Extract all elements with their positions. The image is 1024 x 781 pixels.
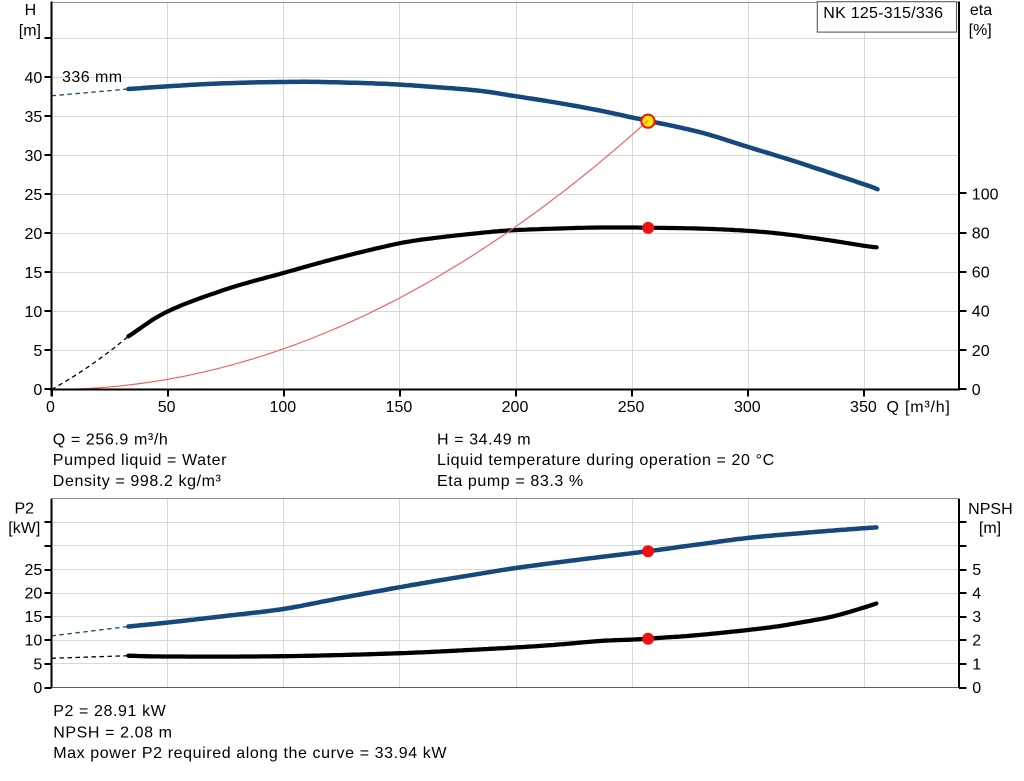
svg-text:200: 200 [502, 399, 529, 416]
svg-text:H: H [25, 2, 37, 19]
svg-text:0: 0 [972, 680, 981, 697]
svg-text:15: 15 [25, 609, 43, 626]
svg-text:250: 250 [618, 399, 645, 416]
svg-text:40: 40 [25, 70, 43, 87]
svg-text:Pumped liquid = Water: Pumped liquid = Water [53, 452, 227, 469]
svg-text:NPSH: NPSH [968, 501, 1012, 518]
svg-text:100: 100 [269, 399, 296, 416]
svg-text:5: 5 [33, 343, 42, 360]
svg-text:[%]: [%] [969, 22, 992, 39]
svg-text:80: 80 [972, 226, 990, 243]
svg-text:1: 1 [972, 656, 981, 673]
svg-text:[kW]: [kW] [8, 520, 40, 537]
svg-text:eta: eta [970, 2, 992, 19]
svg-text:15: 15 [25, 265, 43, 282]
svg-text:20: 20 [25, 226, 43, 243]
svg-text:0: 0 [33, 680, 42, 697]
svg-text:0: 0 [972, 382, 981, 399]
svg-text:[m]: [m] [19, 22, 41, 39]
svg-text:350: 350 [850, 399, 877, 416]
svg-text:25: 25 [25, 187, 43, 204]
svg-text:Density = 998.2 kg/m³: Density = 998.2 kg/m³ [53, 473, 222, 490]
svg-text:NK 125-315/336: NK 125-315/336 [823, 5, 943, 22]
svg-text:P2: P2 [15, 501, 35, 518]
svg-text:Eta pump = 83.3 %: Eta pump = 83.3 % [437, 473, 584, 490]
svg-text:60: 60 [972, 265, 990, 282]
svg-text:25: 25 [25, 562, 43, 579]
svg-text:5: 5 [972, 562, 981, 579]
svg-text:10: 10 [25, 633, 43, 650]
svg-text:Max power P2 required along th: Max power P2 required along the curve = … [53, 745, 447, 762]
svg-text:2: 2 [972, 633, 981, 650]
svg-text:40: 40 [972, 304, 990, 321]
svg-text:NPSH = 2.08 m: NPSH = 2.08 m [53, 724, 172, 741]
svg-text:20: 20 [25, 586, 43, 603]
svg-text:Q = 256.9 m³/h: Q = 256.9 m³/h [53, 432, 169, 449]
svg-text:35: 35 [25, 109, 43, 126]
svg-text:4: 4 [972, 586, 981, 603]
svg-text:150: 150 [386, 399, 413, 416]
svg-text:0: 0 [46, 399, 55, 416]
svg-text:3: 3 [972, 609, 981, 626]
svg-text:[m]: [m] [979, 520, 1001, 537]
svg-text:336 mm: 336 mm [62, 69, 123, 86]
svg-text:Liquid temperature during oper: Liquid temperature during operation = 20… [437, 452, 775, 469]
svg-text:P2 = 28.91 kW: P2 = 28.91 kW [53, 703, 166, 720]
svg-text:H = 34.49 m: H = 34.49 m [437, 432, 531, 449]
svg-text:0: 0 [33, 382, 42, 399]
svg-text:20: 20 [972, 343, 990, 360]
svg-text:Q [m³/h]: Q [m³/h] [887, 399, 951, 416]
svg-text:10: 10 [25, 304, 43, 321]
svg-text:5: 5 [33, 656, 42, 673]
svg-text:30: 30 [25, 148, 43, 165]
svg-text:100: 100 [972, 186, 999, 203]
svg-text:50: 50 [158, 399, 176, 416]
svg-text:300: 300 [734, 399, 761, 416]
